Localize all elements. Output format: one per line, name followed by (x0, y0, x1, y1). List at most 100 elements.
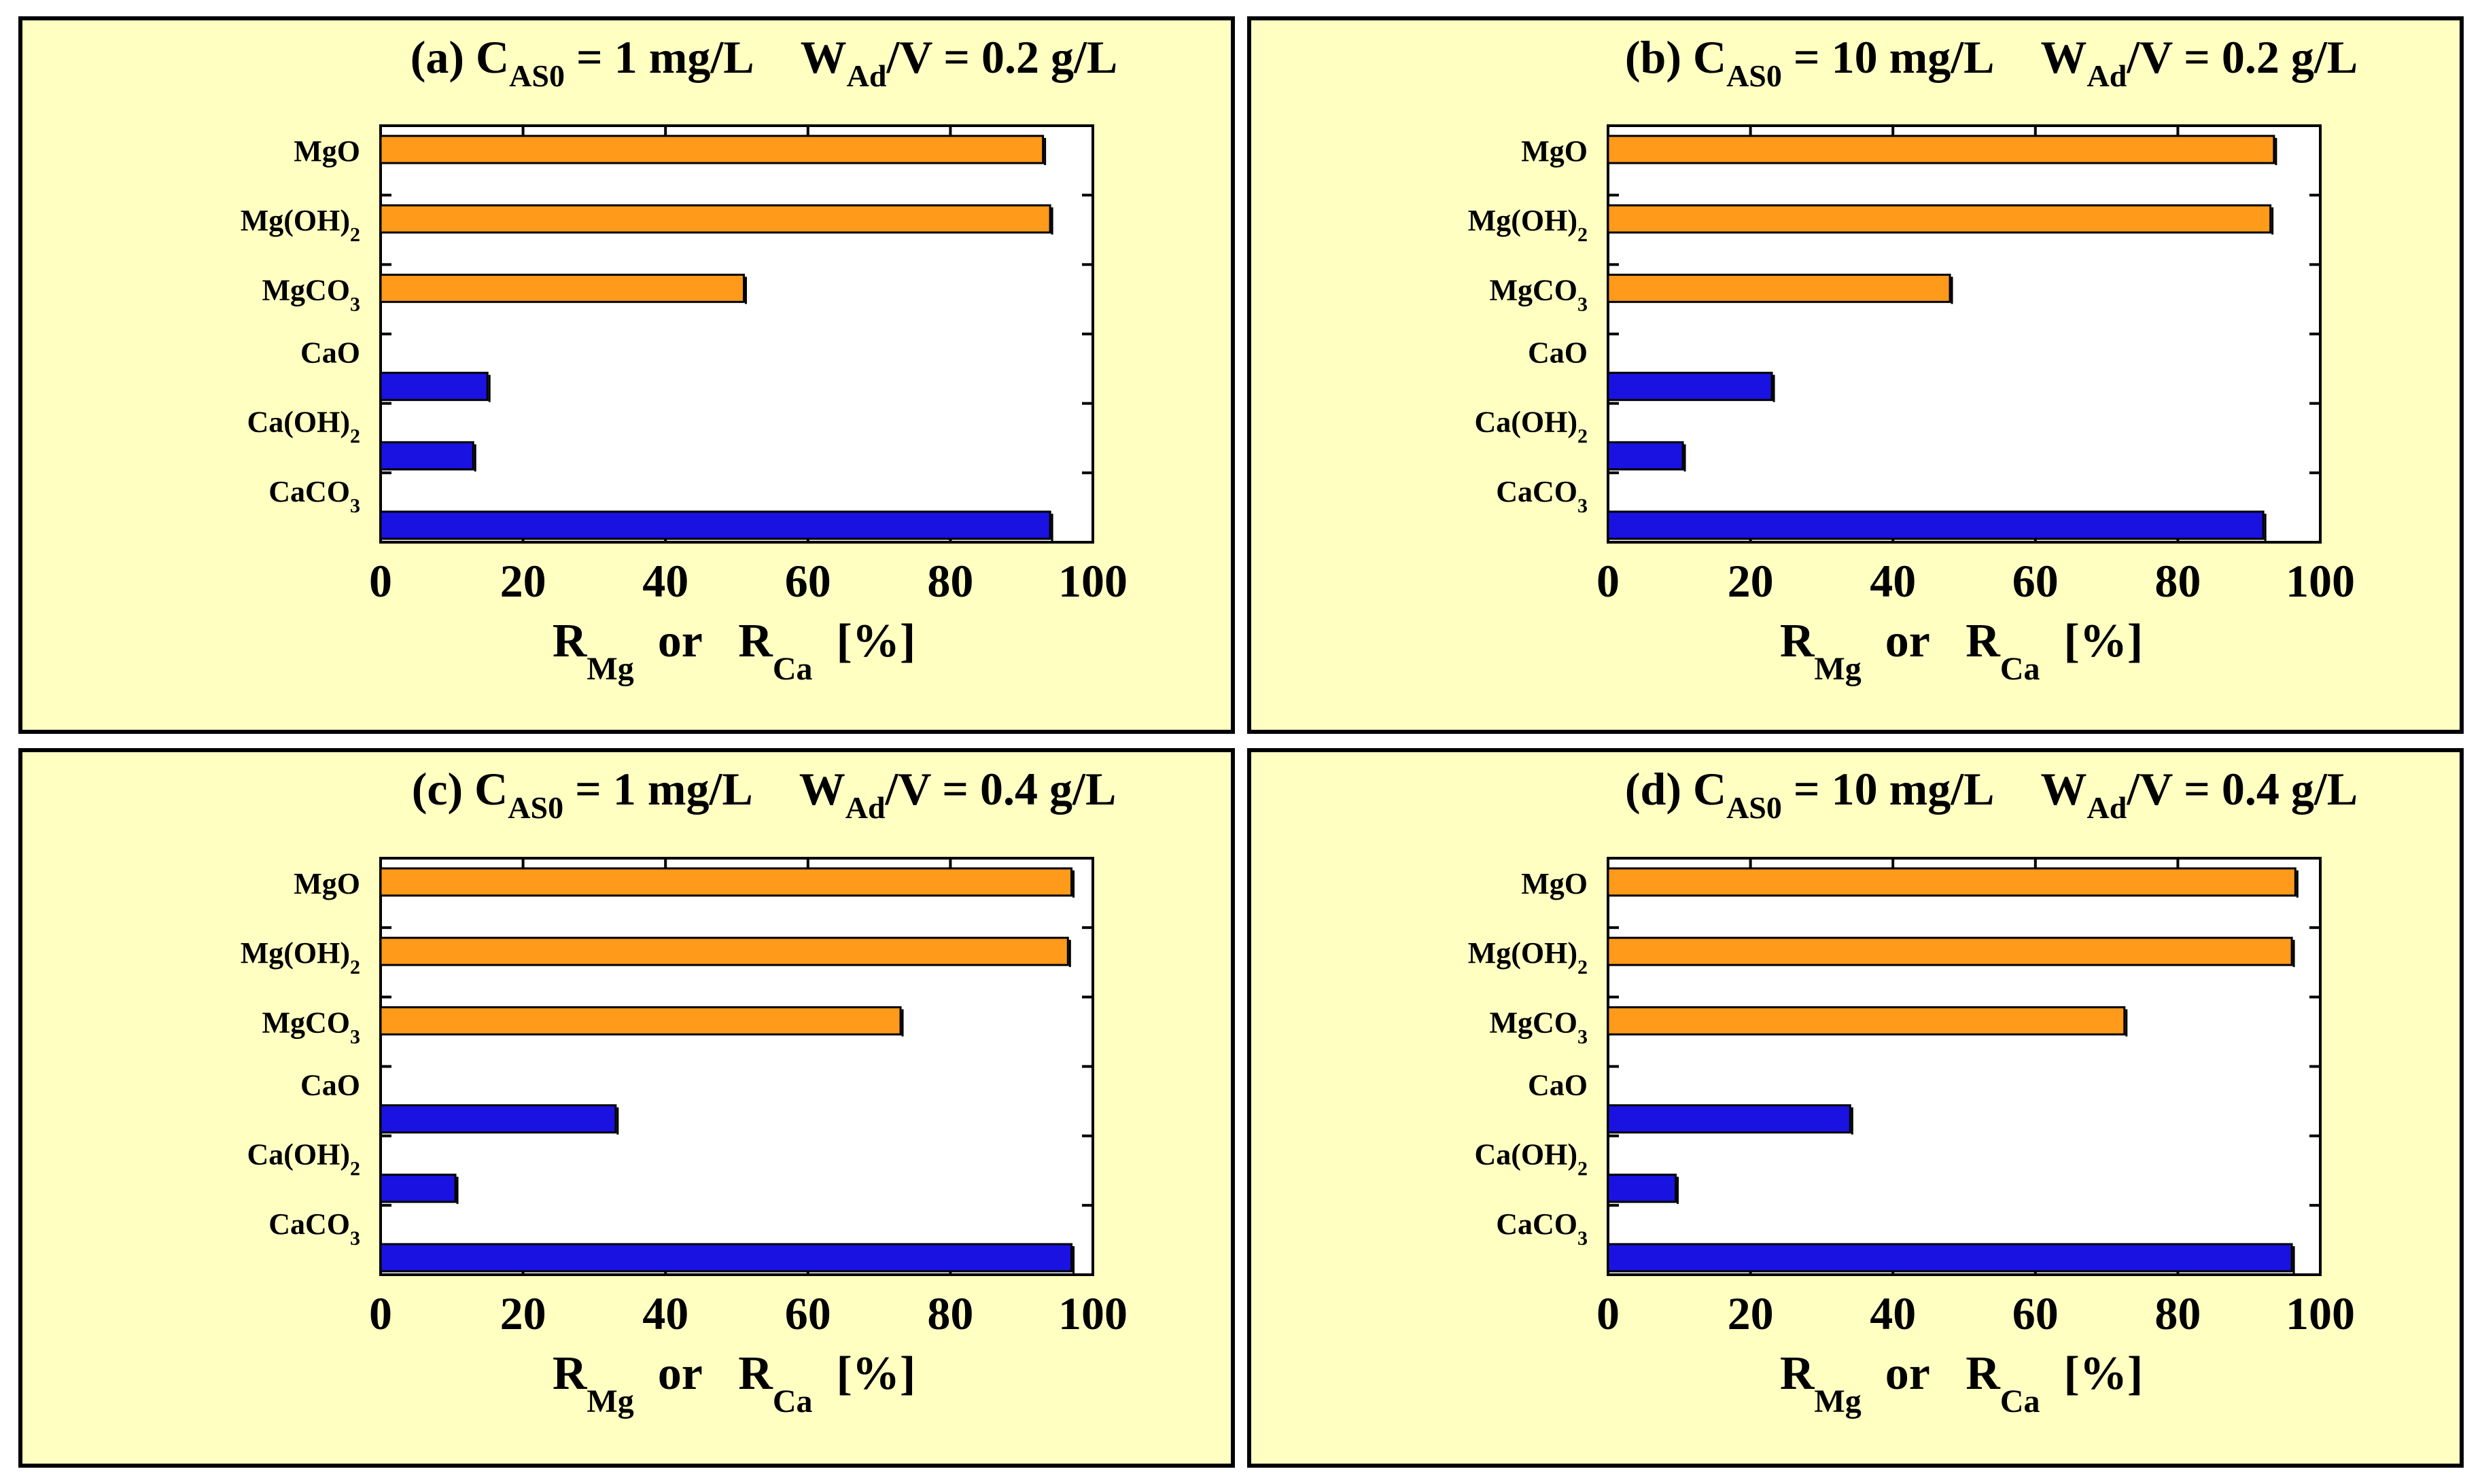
category-label-subscript: 2 (350, 224, 360, 246)
category-label-subscript: 3 (350, 495, 360, 517)
category-label: Mg(OH)2 (241, 936, 360, 978)
category-label: Ca(OH)2 (1474, 406, 1588, 448)
category-label: MgO (1521, 867, 1588, 900)
category-label: MgCO3 (1489, 1006, 1588, 1048)
x-axis-label-part: Mg (1814, 1383, 1861, 1419)
bar-mgoh2 (379, 204, 1051, 234)
x-axis-label-part: Ca (773, 1383, 813, 1419)
x-axis-label-gap (2040, 1347, 2064, 1400)
bar-caoh2 (1607, 441, 1684, 471)
chart-title: (d) CAS0 = 10 mg/L WAd/V = 0.4 g/L (1625, 763, 2358, 825)
x-axis-label-part: or (658, 1347, 703, 1400)
title-prefix: (d) C (1625, 763, 1726, 815)
category-label-text: MgCO (1489, 273, 1577, 306)
bar-mgoh2 (379, 936, 1069, 966)
category-label: CaCO3 (1496, 475, 1588, 517)
category-label-text: CaCO (268, 475, 350, 508)
category-label: CaO (300, 336, 360, 370)
x-axis-label-part: Ca (2000, 1383, 2040, 1419)
x-axis-label-part: [%] (837, 1347, 916, 1400)
bar-caco3 (379, 510, 1051, 540)
x-axis-label-part: Mg (1814, 651, 1861, 687)
category-label-text: CaO (300, 336, 360, 370)
title-tail: /V = 0.2 g/L (886, 31, 1117, 83)
x-axis-label-part: R (1780, 1347, 1815, 1400)
chart-title: (c) CAS0 = 1 mg/L WAd/V = 0.4 g/L (412, 763, 1117, 825)
title-prefix: (c) C (412, 763, 508, 815)
x-axis-label-part: [%] (837, 615, 916, 667)
title-subscript: AS0 (1726, 790, 1782, 825)
x-axis-label: RMg or RCa [%] (553, 615, 915, 687)
title-subscript: AS0 (509, 58, 565, 93)
category-label-subscript: 3 (350, 293, 360, 315)
bar-caoh2 (379, 441, 474, 471)
category-label: MgO (294, 135, 360, 168)
category-label-text: MgO (1521, 135, 1588, 168)
x-tick-label: 0 (1596, 555, 1620, 607)
category-label-subscript: 3 (1577, 1025, 1588, 1048)
x-tick-label: 60 (2012, 1288, 2059, 1339)
category-label: MgCO3 (262, 273, 360, 315)
bar-mgo (379, 135, 1045, 164)
bar-cao (1607, 1104, 1851, 1134)
x-tick-label: 80 (927, 555, 973, 607)
category-label-subscript: 3 (350, 1227, 360, 1250)
title-gap (754, 31, 801, 83)
x-axis-label-part: R (738, 615, 773, 667)
x-axis-label-part: or (658, 615, 703, 667)
bar-mgo (1607, 135, 2275, 164)
bar-mgo (1607, 867, 2296, 897)
title-prefix: (a) C (411, 31, 509, 83)
x-axis-label-part: R (553, 1347, 588, 1400)
category-label-subscript: 3 (1577, 1227, 1588, 1250)
title-middle: = 1 mg/L (565, 31, 754, 83)
x-axis-label: RMg or RCa [%] (1780, 1347, 2143, 1419)
x-axis-label-gap (703, 615, 739, 667)
x-axis-label-part: Mg (587, 1383, 633, 1419)
category-label-subscript: 2 (350, 1158, 360, 1180)
category-label-text: Mg(OH) (1468, 204, 1577, 237)
category-label: MgO (1521, 135, 1588, 168)
chart-panel-a: (a) CAS0 = 1 mg/L WAd/V = 0.2 g/L 0 20 40 60… (18, 16, 1235, 734)
title-w: W (2041, 31, 2087, 83)
bar-mgco3 (379, 273, 745, 303)
category-label-subscript: 2 (350, 425, 360, 448)
category-label: Mg(OH)2 (241, 204, 360, 246)
title-subscript: Ad (847, 58, 887, 93)
bar-caoh2 (379, 1173, 457, 1203)
x-axis-label: RMg or RCa [%] (553, 1347, 915, 1419)
x-tick-label: 60 (785, 1288, 831, 1339)
x-tick-label: 0 (1596, 1288, 1620, 1339)
bar-mgco3 (379, 1006, 902, 1036)
category-label: Ca(OH)2 (1474, 1138, 1588, 1180)
x-tick-label: 20 (1728, 555, 1774, 607)
x-tick-label: 40 (1870, 1288, 1916, 1339)
x-tick-label: 40 (1870, 555, 1916, 607)
category-label: Mg(OH)2 (1468, 936, 1588, 978)
title-tail: /V = 0.4 g/L (885, 763, 1117, 815)
category-label: Ca(OH)2 (247, 1138, 360, 1180)
category-label: CaCO3 (268, 1207, 360, 1250)
x-tick-label: 80 (2154, 555, 2201, 607)
category-label-subscript: 3 (350, 1025, 360, 1048)
bar-cao (379, 1104, 617, 1134)
category-label-subscript: 2 (1577, 1158, 1588, 1180)
x-axis-label-gap (1930, 615, 1966, 667)
category-label-text: MgO (294, 867, 360, 900)
x-axis-label-part: or (1885, 1347, 1930, 1400)
category-label-text: CaCO (268, 1207, 350, 1241)
x-axis-label-gap (634, 1347, 658, 1400)
x-axis-label-part: R (553, 615, 588, 667)
title-subscript: AS0 (1726, 58, 1782, 93)
x-tick-label: 20 (1728, 1288, 1774, 1339)
x-tick-label: 100 (2286, 1288, 2355, 1339)
title-gap (753, 763, 799, 815)
category-label-text: CaCO (1496, 475, 1577, 508)
category-label-text: MgCO (1489, 1006, 1577, 1039)
x-tick-label: 20 (500, 555, 546, 607)
x-axis-label-part: R (1780, 615, 1815, 667)
plot-area (379, 857, 1094, 1276)
category-label-text: CaCO (1496, 1207, 1577, 1241)
x-tick-label: 100 (1058, 555, 1128, 607)
x-axis-label-part: Ca (2000, 651, 2040, 687)
